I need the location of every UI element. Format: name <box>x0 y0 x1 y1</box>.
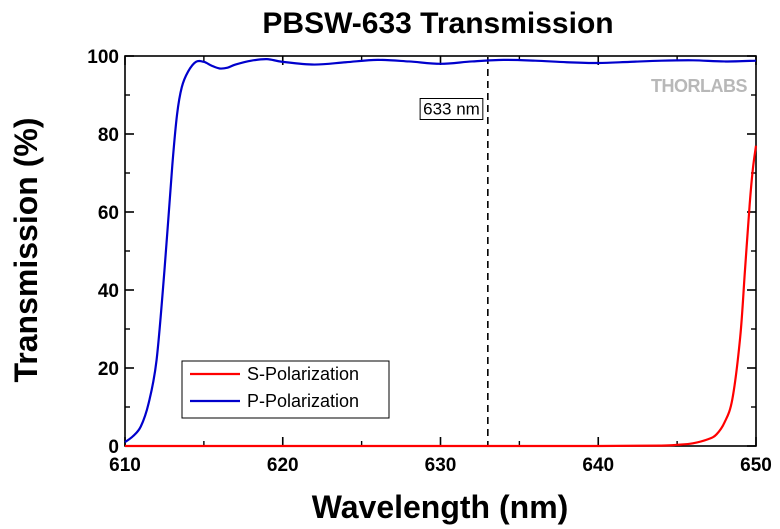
x-axis-label: Wavelength (nm) <box>312 489 569 525</box>
y-tick-label: 60 <box>98 203 119 224</box>
thorlabs-logo: THORLABS <box>651 76 747 96</box>
chart-title: PBSW-633 Transmission <box>262 7 613 40</box>
legend-label-p-polarization: P-Polarization <box>247 391 359 411</box>
y-tick-label: 0 <box>108 437 119 458</box>
y-tick-label: 20 <box>98 359 119 380</box>
legend-box <box>181 360 390 419</box>
y-tick-label: 80 <box>98 125 119 146</box>
watermark-logo: THORLABS <box>651 76 748 96</box>
annotation-box <box>419 98 484 120</box>
axis-tick-labels: 610 620 630 640 650 0 20 40 60 80 100 <box>87 47 772 476</box>
x-tick-label: 610 <box>109 455 141 476</box>
series-line-p-polarization <box>124 57 757 443</box>
y-tick-label: 100 <box>87 47 119 68</box>
x-tick-label: 620 <box>267 455 299 476</box>
x-tick-label: 650 <box>740 455 772 476</box>
annotation-label: 633 nm <box>423 100 480 119</box>
y-axis-label: Transmission (%) <box>8 118 44 383</box>
legend-label-s-polarization: S-Polarization <box>247 364 359 384</box>
legend: S-Polarization P-Polarization <box>181 360 390 419</box>
series-line-s-polarization <box>124 145 758 448</box>
x-tick-label: 640 <box>582 455 614 476</box>
x-tick-label: 630 <box>425 455 457 476</box>
y-tick-label: 40 <box>98 281 119 302</box>
